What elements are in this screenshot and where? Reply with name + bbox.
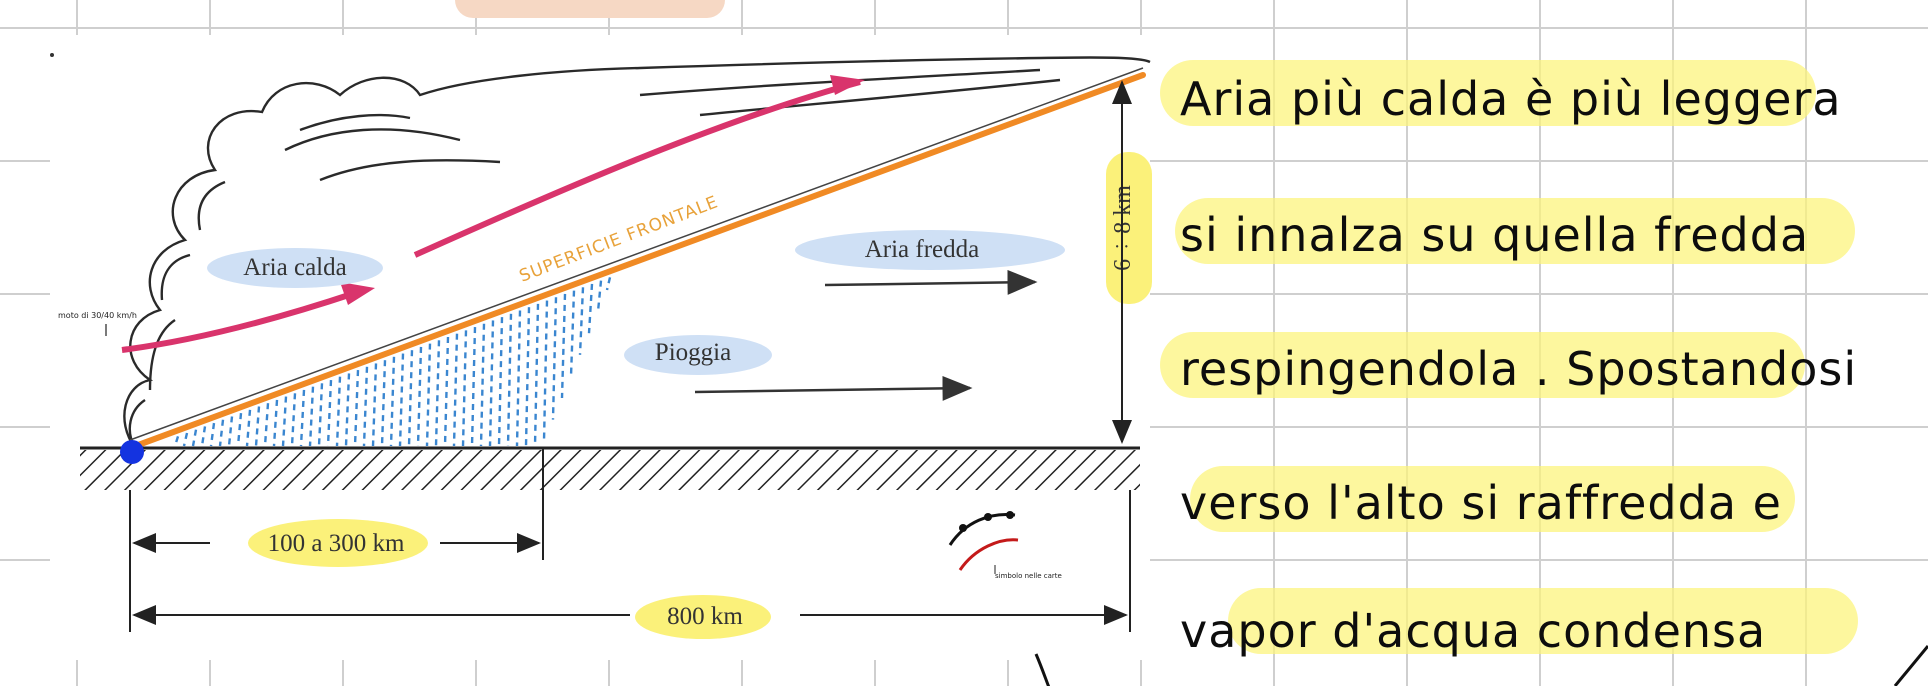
- rain-streak: [299, 389, 306, 447]
- symbol-note-label: simbolo nelle carte: [995, 572, 1062, 580]
- rain-streak: [605, 277, 612, 291]
- rain-streak: [443, 336, 450, 447]
- rain-streak: [281, 396, 288, 447]
- rain-streak: [488, 320, 495, 447]
- rain-streak: [542, 300, 549, 442]
- symbol-dot-3: [1006, 511, 1014, 519]
- cold-air-highlight: [795, 230, 1065, 270]
- rain-streak: [569, 290, 576, 377]
- note-highlight-5: [1228, 588, 1858, 654]
- rain-streak: [209, 422, 216, 447]
- rain-streak: [362, 366, 369, 447]
- frontal-surface-line: [127, 72, 1146, 451]
- rain-label: Pioggia: [655, 339, 731, 366]
- pen-stroke-corner: [1893, 645, 1928, 686]
- rain-streak: [308, 386, 315, 447]
- note-highlight-2: [1175, 198, 1855, 264]
- rain-streak: [398, 353, 405, 447]
- front-start-marker: [120, 440, 144, 464]
- cold-air-arrow-lower: [694, 375, 973, 401]
- frontal-surface-shadow: [129, 67, 1144, 441]
- rain-streak: [353, 370, 360, 447]
- warm-front-symbol-red: [958, 538, 1019, 571]
- rain-streak: [578, 287, 585, 355]
- rain-highlight: [624, 335, 772, 375]
- rain-streak: [515, 310, 522, 447]
- rain-streak: [389, 356, 396, 447]
- warm-air-arrow-lower: [121, 290, 356, 353]
- rain-streak: [371, 363, 378, 447]
- pen-stroke-bottom: [1034, 653, 1051, 686]
- rain-streaks: [173, 277, 612, 447]
- rain-streak: [326, 379, 333, 447]
- rain-streak: [470, 327, 477, 447]
- rain-streak: [272, 399, 279, 447]
- ground-hatch: [80, 450, 1140, 490]
- cold-air-label: Aria fredda: [865, 236, 980, 263]
- note-line-1: Aria più calda è più leggera: [1180, 72, 1842, 126]
- side-note-label: moto di 30/40 km/h: [58, 311, 137, 320]
- note-highlight-1: [1160, 60, 1816, 126]
- note-line-3: respingendola . Spostandosi: [1180, 342, 1858, 396]
- rain-streak: [479, 323, 486, 447]
- rain-streak: [416, 346, 423, 447]
- rain-streak: [263, 403, 270, 447]
- rain-streak: [587, 283, 594, 334]
- warm-air-label: Aria calda: [243, 254, 346, 281]
- symbol-dot-1: [959, 524, 967, 532]
- note-line-5: vapor d'acqua condensa: [1180, 604, 1767, 658]
- rain-streak: [533, 303, 540, 447]
- note-line-2: si innalza su quella fredda: [1180, 208, 1810, 262]
- rain-streak: [191, 429, 198, 447]
- note-line-4: verso l'alto si raffredda e: [1180, 476, 1782, 530]
- rain-streak: [524, 307, 531, 447]
- distance-long-label: 800 km: [667, 603, 743, 630]
- rain-streak: [506, 313, 513, 447]
- distance-short-highlight: [248, 519, 428, 567]
- rain-streak: [344, 373, 351, 447]
- rain-streak: [182, 432, 189, 447]
- rain-streak: [434, 340, 441, 447]
- rain-streak: [227, 416, 234, 447]
- cold-air-arrow-upper: [824, 269, 1038, 295]
- pen-dot: [50, 53, 54, 57]
- note-highlight-3: [1160, 332, 1805, 398]
- rain-streak: [407, 350, 414, 447]
- rain-streak: [200, 426, 207, 447]
- rain-streak: [551, 297, 558, 420]
- distance-long-highlight: [635, 595, 771, 639]
- rain-streak: [173, 435, 180, 447]
- rain-streak: [218, 419, 225, 447]
- rain-streak: [290, 393, 297, 447]
- warm-air-arrow-upper: [413, 79, 861, 258]
- rain-streak: [380, 360, 387, 447]
- rain-streak: [452, 333, 459, 447]
- symbol-dot-2: [984, 513, 992, 521]
- rain-streak: [596, 280, 603, 312]
- rain-streak: [236, 413, 243, 447]
- peach-tab-shape: [455, 0, 725, 18]
- warm-air-arrow-lower-head: [340, 282, 375, 305]
- rain-streak: [335, 376, 342, 447]
- note-highlight-4: [1190, 466, 1795, 532]
- distance-short-label: 100 a 300 km: [268, 530, 405, 557]
- rain-streak: [461, 330, 468, 447]
- warm-air-arrow-upper-head: [830, 75, 865, 95]
- warm-air-highlight: [207, 248, 383, 288]
